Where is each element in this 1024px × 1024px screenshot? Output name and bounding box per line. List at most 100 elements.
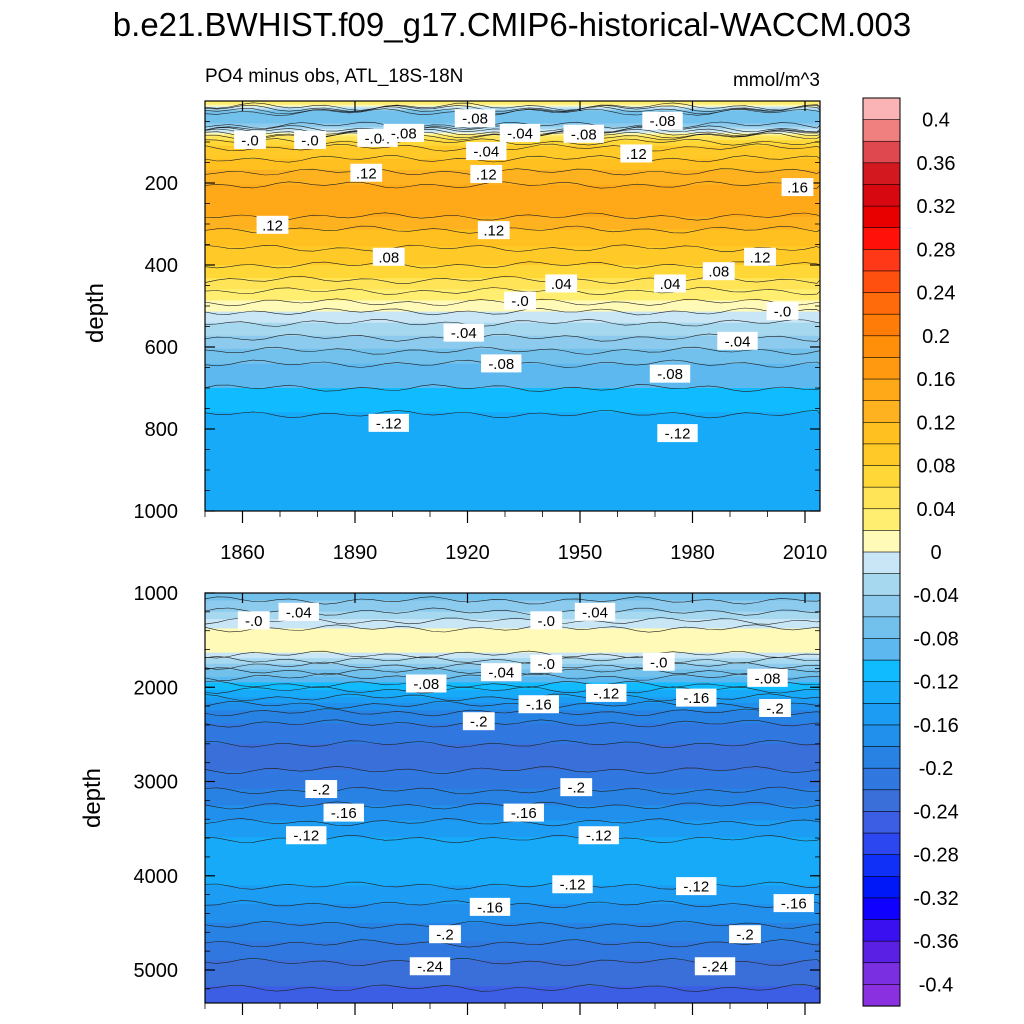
lower-contour-band [205, 719, 820, 723]
upper-contour-band [205, 332, 820, 335]
upper-contour-band [205, 388, 820, 391]
lower-contour-line [204, 708, 821, 717]
upper-contour-band [205, 429, 820, 432]
units-label: mmol/m^3 [733, 70, 820, 91]
upper-contour-band [205, 158, 820, 162]
upper-contour-band [205, 257, 820, 261]
lower-contour-band [205, 781, 820, 784]
upper-contour-label: -.08 [383, 123, 424, 142]
lower-contour-band [205, 947, 820, 950]
upper-contour-line [204, 212, 821, 221]
lower-contour-label: -.2 [305, 780, 338, 799]
upper-contour-band [205, 112, 820, 115]
upper-contour-band [205, 153, 820, 156]
lower-contour-band [205, 725, 820, 728]
lower-contour-label-bg [469, 897, 511, 916]
lower-contour-field [205, 593, 820, 1003]
lower-contour-band [205, 948, 820, 952]
colorbar-swatch [862, 551, 901, 575]
lower-contour-band [205, 928, 820, 931]
colorbar-swatch [862, 97, 901, 121]
upper-contour-band [205, 283, 820, 287]
upper-contour-labels: -.08 -.08 -.0 -.0 -.04 -.08 -.04 -.08 -.04 .12 .12… [234, 109, 814, 443]
upper-contour-band [205, 142, 820, 145]
colorbar-swatch [862, 897, 901, 921]
upper-contour-label-text: -.08 [462, 111, 488, 128]
lower-contour-band [205, 652, 820, 656]
lower-contour-band [205, 736, 820, 739]
upper-contour-band [205, 320, 820, 324]
upper-contour-band [205, 490, 820, 493]
lower-contour-band [205, 917, 820, 920]
lower-contour-band [205, 643, 820, 646]
colorbar-swatch [862, 140, 901, 164]
lower-contour-band [205, 680, 820, 684]
upper-contour-band [205, 455, 820, 458]
upper-contour-label: .12 [477, 221, 510, 240]
lower-contour-band [205, 973, 820, 976]
lower-contour-band [205, 786, 820, 790]
lower-contour-band [205, 745, 820, 749]
upper-contour-band [205, 445, 820, 449]
upper-contour-band [205, 250, 820, 253]
upper-contour-label-text: -.04 [507, 125, 533, 142]
upper-contour-band [205, 143, 820, 147]
lower-contour-band [205, 630, 820, 633]
lower-contour-band [205, 691, 820, 695]
upper-contour-line [204, 346, 821, 355]
upper-contour-label-text: .16 [787, 180, 808, 197]
lower-contour-band [205, 701, 820, 704]
lower-contour-band [205, 695, 820, 698]
lower-contour-band [205, 596, 820, 600]
upper-contour-band [205, 322, 820, 326]
upper-contour-band [205, 218, 820, 221]
upper-contour-label: -.12 [657, 424, 698, 443]
lower-contour-line [204, 739, 821, 748]
colorbar-tick-label: -0.32 [913, 888, 959, 910]
lower-contour-band [205, 848, 820, 851]
upper-contour-band [205, 430, 820, 434]
colorbar-tick-label: -0.04 [913, 585, 959, 607]
upper-contour-band [205, 315, 820, 318]
lower-contour-band [205, 656, 820, 659]
upper-contour-line [204, 409, 821, 419]
upper-contour-band [205, 205, 820, 208]
colorbar-swatch [862, 119, 901, 142]
upper-contour-label-text: .12 [476, 166, 497, 183]
lower-contour-band [205, 975, 820, 978]
upper-contour-band [205, 281, 820, 285]
upper-contour-line [204, 143, 821, 152]
upper-contour-label-text: -.04 [473, 144, 499, 161]
lower-contour-band [205, 878, 820, 881]
upper-contour-band [205, 197, 820, 201]
upper-contour-band [205, 380, 820, 384]
upper-y-tick-label: 800 [145, 419, 178, 441]
upper-contour-label: .12 [744, 247, 776, 266]
lower-contour-band [205, 650, 820, 654]
upper-contour-label-text: .12 [483, 223, 504, 240]
upper-contour-band [205, 186, 820, 190]
lower-contour-label: -.16 [773, 894, 814, 913]
colorbar-swatch [862, 465, 901, 488]
lower-contour-line [204, 656, 821, 664]
upper-contour-label-bg [499, 123, 541, 142]
lower-contour-band [205, 732, 820, 736]
upper-contour-band [205, 184, 820, 188]
lower-contour-band [205, 779, 820, 782]
upper-contour-label-bg [766, 301, 799, 320]
upper-contour-line [204, 108, 821, 116]
upper-y-tick-label: 200 [145, 173, 178, 195]
lower-contour-band [205, 893, 820, 896]
upper-contour-band [205, 501, 820, 505]
lower-contour-band [205, 747, 820, 751]
lower-contour-band [205, 842, 820, 846]
lower-contour-label: -.2 [429, 925, 461, 944]
upper-contour-band [205, 115, 820, 119]
upper-contour-label: -.08 [642, 111, 683, 130]
lower-contour-band [205, 906, 820, 909]
lower-contour-band [205, 900, 820, 903]
upper-contour-band [205, 276, 820, 279]
upper-contour-line [204, 102, 821, 111]
colorbar-tick-label: -0.36 [913, 931, 959, 953]
